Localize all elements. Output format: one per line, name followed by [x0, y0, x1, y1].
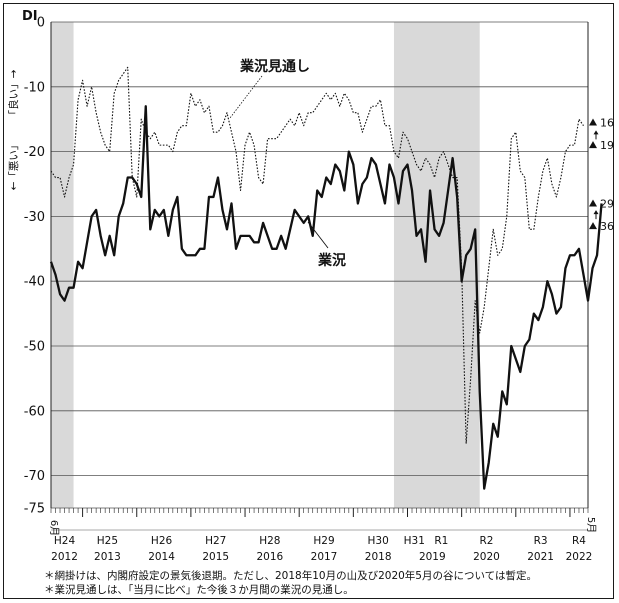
x-era-label: H25: [97, 535, 118, 547]
y-tick-label: -50: [24, 340, 45, 355]
change-arrow-head: [593, 130, 599, 135]
x-end-month-label: 5月: [585, 517, 597, 533]
y-tick-label: -40: [24, 275, 45, 290]
y-direction-bad-label: ←「悪い」: [8, 140, 20, 191]
footnote-recession: ＊網掛けは、内閣府設定の景気後退期。ただし、2018年10月の山及び2020年5…: [44, 570, 537, 582]
annotation-business-leader: [307, 221, 329, 249]
x-year-label: 2019: [419, 551, 446, 563]
y-tick-label: 0: [37, 16, 45, 31]
x-era-label: H31: [404, 535, 425, 547]
x-year-label: 2021: [527, 551, 554, 563]
x-era-label: H30: [368, 535, 389, 547]
x-year-label: 2018: [365, 551, 392, 563]
x-year-label: 2016: [256, 551, 283, 563]
annotation-outlook-leader: [229, 75, 263, 119]
x-axis-ticks: H24 2012 H25 2013 H26 2014 H27 2015 H28 2016 H29 20…: [50, 508, 593, 563]
recession-shading: [51, 22, 480, 508]
series-line-outlook: [50, 66, 584, 444]
x-year-label: 2020: [473, 551, 500, 563]
change-arrow-head: [593, 210, 599, 215]
end-marker-triangle: [589, 222, 597, 230]
y-tick-label: -10: [24, 80, 45, 95]
x-era-label: H29: [313, 535, 334, 547]
y-tick-labels: 0 -10 -20 -30 -40 -50 -60 -70 -75: [24, 16, 45, 517]
end-marker-label: 36: [600, 220, 614, 233]
annotation-outlook-label: 業況見通し: [239, 58, 310, 75]
x-year-label: 2017: [311, 551, 338, 563]
x-era-label: R4: [572, 535, 586, 547]
end-marker-triangle: [589, 199, 597, 207]
x-era-label: R3: [534, 535, 548, 547]
y-tick-label: -30: [24, 210, 45, 225]
series-lines: [49, 66, 603, 490]
end-marker-label: 29: [600, 197, 614, 210]
x-year-label: 2015: [202, 551, 229, 563]
x-era-label: R2: [479, 535, 493, 547]
x-start-month-label: 6月: [48, 520, 60, 536]
annotation-business-label: 業況: [317, 252, 346, 269]
end-marker-triangle: [589, 141, 597, 149]
end-markers: 16 19 29 36: [589, 116, 614, 233]
y-tick-label: -75: [24, 502, 45, 517]
x-era-label: H24: [54, 535, 76, 547]
chart-frame: [3, 3, 614, 599]
end-marker-label: 16: [600, 116, 614, 129]
x-year-label: 2022: [566, 551, 593, 563]
footnote-outlook: ＊業況見通しは、「当月に比べ」た今後３か月間の業況の見通し。: [44, 584, 354, 596]
end-marker-triangle: [589, 118, 597, 126]
end-marker-label: 19: [600, 139, 614, 152]
x-era-label: R1: [434, 535, 448, 547]
x-year-label: 2012: [51, 551, 78, 563]
series-line-business: [49, 105, 603, 490]
x-year-label: 2014: [148, 551, 175, 563]
x-era-label: H26: [151, 535, 173, 547]
recession-band-0: [51, 22, 74, 508]
y-direction-good-label: 「良い」→: [7, 69, 20, 120]
y-tick-label: -20: [24, 145, 45, 160]
y-tick-label: -70: [24, 469, 45, 484]
x-era-label: H27: [205, 535, 226, 547]
x-era-label: H28: [259, 535, 280, 547]
x-year-label: 2013: [94, 551, 121, 563]
y-unit-label: DI: [22, 9, 38, 24]
y-tick-label: -60: [24, 404, 45, 419]
